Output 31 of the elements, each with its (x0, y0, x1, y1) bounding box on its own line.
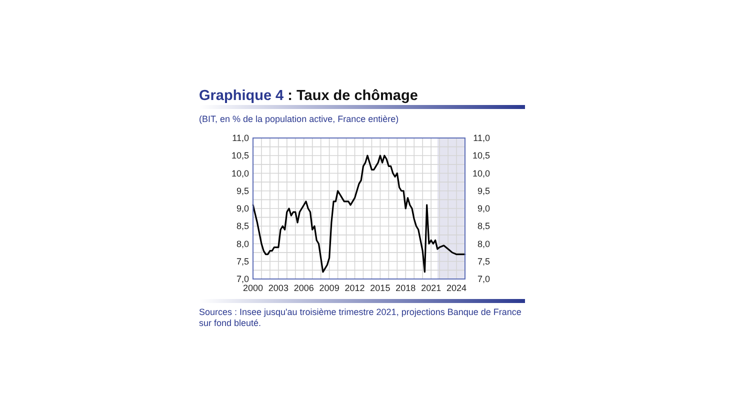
x-tick-label: 2024 (446, 283, 467, 293)
x-tick-label: 2018 (396, 283, 416, 293)
y2-tick-label: 9,0 (477, 204, 490, 214)
y2-tick-label: 10,5 (472, 150, 490, 161)
x-tick-label: 2003 (268, 283, 288, 293)
x-tick-label: 2012 (344, 283, 365, 293)
source-note: Sources : Insee jusqu'au troisième trimestre 2021, projections Banque de France sur fond bleuté. (199, 307, 522, 328)
x-tick-label: 2000 (242, 283, 264, 293)
y-tick-label: 7,0 (236, 274, 249, 284)
y2-tick-label: 8,5 (477, 221, 490, 232)
chart-subtitle: (BIT, en % de la population active, France entière) (199, 114, 399, 124)
y-tick-label: 7,5 (236, 256, 249, 266)
y2-tick-label: 10,0 (472, 168, 490, 178)
y-tick-label: 10,0 (231, 168, 249, 178)
y2-tick-label: 7,5 (477, 256, 490, 266)
y-tick-label: 10,5 (231, 150, 249, 161)
x-tick-label: 2021 (421, 283, 442, 293)
x-tick-label: 2009 (319, 283, 340, 293)
y2-tick-label: 9,5 (477, 186, 490, 196)
line-series (252, 154, 466, 273)
x-tick-label: 2006 (294, 283, 314, 293)
y2-tick-label: 7,0 (477, 274, 490, 284)
y-tick-label: 9,5 (236, 186, 249, 196)
y-tick-label: 8,0 (236, 238, 249, 249)
y-tick-label: 8,5 (236, 221, 249, 232)
y2-tick-label: 8,0 (477, 238, 490, 249)
chart-title: Graphique 4 : Taux de chômage (199, 88, 418, 104)
y2-tick-label: 11,0 (473, 133, 490, 143)
x-tick-label: 2015 (370, 283, 390, 293)
y-tick-label: 9,0 (236, 204, 249, 214)
y-tick-label: 11,0 (232, 133, 249, 143)
